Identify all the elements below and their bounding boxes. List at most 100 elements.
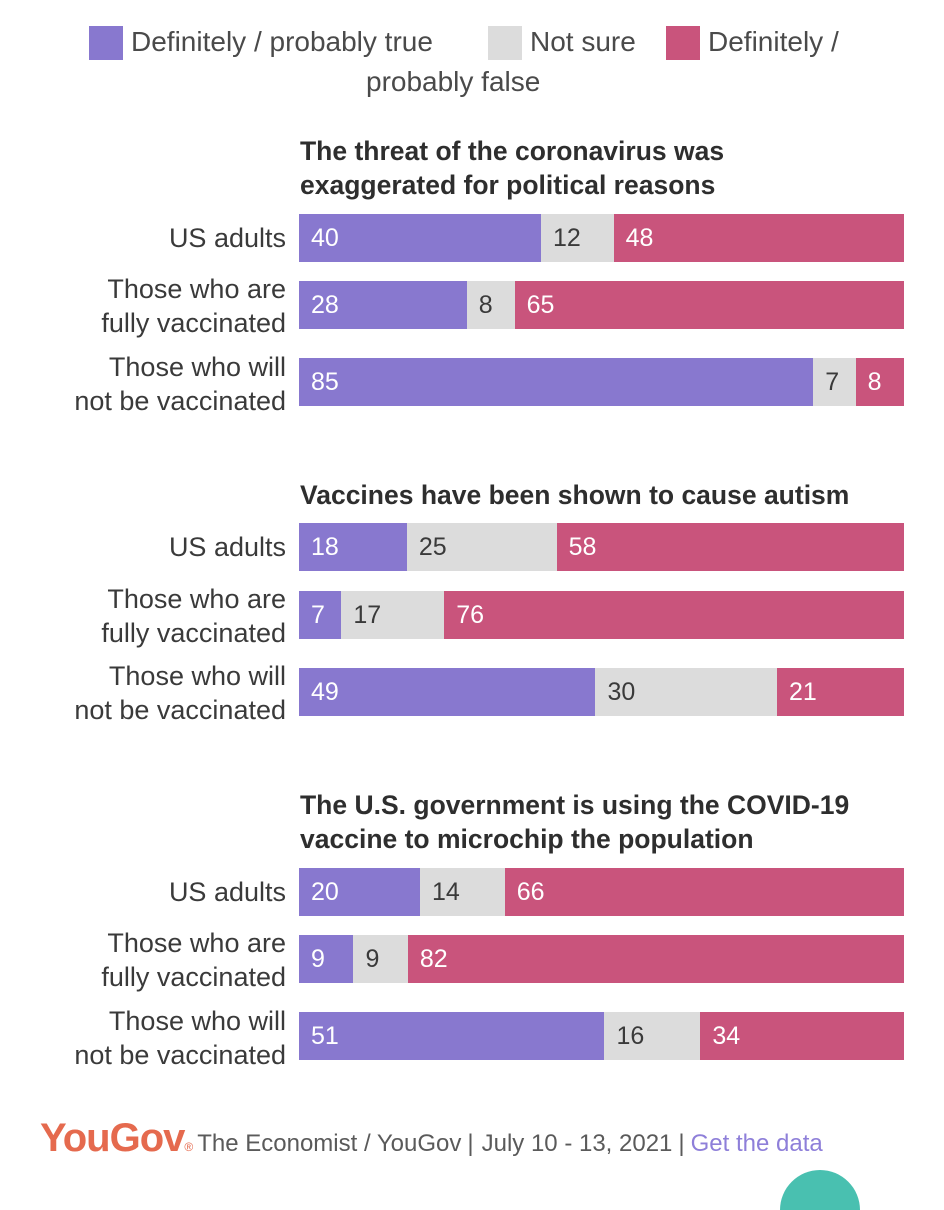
segment-false	[514, 281, 904, 329]
stacked-bar: 20 14 66	[299, 868, 904, 916]
footer-separator: |	[467, 1130, 474, 1157]
value-label-false: 8	[867, 368, 882, 396]
row-label-line2: not be vaccinated	[74, 695, 286, 725]
row-label-line1: US adults	[168, 223, 286, 253]
segment-false	[444, 591, 904, 639]
row-label-line2: not be vaccinated	[74, 386, 286, 416]
value-label-true: 20	[311, 878, 339, 906]
row-label-line1: US adults	[168, 877, 286, 907]
row-label-line1: Those who are	[107, 928, 286, 958]
decorative-shape	[780, 1170, 860, 1210]
chart-title: The threat of the coronavirus was exagge…	[300, 134, 920, 202]
footer-separator: |	[678, 1130, 685, 1157]
stacked-bar: 7 17 76	[299, 591, 904, 639]
source-text: The Economist / YouGov	[197, 1130, 462, 1157]
segment-false	[776, 668, 904, 716]
segment-false	[407, 935, 904, 983]
legend-label-not-sure: Not sure	[530, 26, 636, 57]
segment-not-sure	[353, 935, 408, 983]
stacked-bar: 18 25 58	[299, 523, 904, 571]
row-label-line1: US adults	[168, 532, 286, 562]
segment-true	[299, 668, 596, 716]
row-label: US adults	[6, 221, 286, 255]
segment-true	[299, 1012, 605, 1060]
value-label-true: 85	[311, 368, 339, 396]
row-label: Those who are fully vaccinated	[6, 582, 286, 650]
row-label: Those who will not be vaccinated	[6, 1004, 286, 1072]
segment-not-sure	[341, 591, 445, 639]
value-label-true: 7	[311, 601, 325, 629]
stacked-bar: 51 16 34	[299, 1012, 904, 1060]
value-label-not-sure: 17	[353, 601, 382, 629]
value-label-true: 28	[311, 291, 339, 319]
chart-title-line1: The threat of the coronavirus was	[300, 136, 725, 166]
segment-not-sure	[595, 668, 777, 716]
chart-title-line2: exaggerated for political reasons	[300, 170, 716, 200]
stacked-bar: 28 8 65	[299, 281, 904, 329]
value-label-not-sure: 9	[365, 945, 380, 973]
segment-false	[504, 868, 904, 916]
row-label-line1: Those who are	[107, 584, 286, 614]
value-label-false: 66	[516, 878, 545, 906]
chart-title-line1: The U.S. government is using the COVID-1…	[300, 790, 850, 820]
row-label: Those who will not be vaccinated	[6, 350, 286, 418]
value-label-false: 76	[456, 601, 484, 629]
value-label-not-sure: 8	[478, 291, 493, 319]
date-range: July 10 - 13, 2021	[481, 1130, 673, 1157]
segment-false	[855, 358, 904, 406]
row-label-line2: fully vaccinated	[101, 962, 286, 992]
segment-not-sure	[541, 214, 614, 262]
legend-label-false-line2: probably false	[366, 66, 541, 97]
chart-legend: Definitely / probably true Not sure Defi…	[0, 0, 944, 110]
value-label-true: 9	[311, 945, 325, 973]
legend-item-true: Definitely / probably true	[89, 25, 433, 63]
value-label-false: 34	[712, 1022, 741, 1050]
segment-not-sure	[466, 281, 515, 329]
row-label-line1: Those who will	[108, 352, 286, 382]
yougov-logo: YouGov	[40, 1116, 185, 1160]
value-label-true: 18	[311, 533, 339, 561]
chart-title: Vaccines have been shown to cause autism	[300, 478, 920, 512]
legend-swatch-false	[666, 26, 700, 60]
segment-true	[299, 281, 467, 329]
segment-true	[299, 523, 407, 571]
segment-true	[299, 935, 354, 983]
value-label-false: 58	[568, 533, 597, 561]
value-label-not-sure: 7	[825, 368, 840, 396]
value-label-true: 51	[311, 1022, 339, 1050]
value-label-not-sure: 16	[616, 1022, 645, 1050]
value-label-true: 40	[311, 224, 339, 252]
get-the-data-link[interactable]: Get the data	[690, 1130, 823, 1157]
row-label-line2: fully vaccinated	[101, 618, 286, 648]
row-label: Those who will not be vaccinated	[6, 659, 286, 727]
value-label-false: 48	[625, 224, 654, 252]
segment-true	[299, 358, 814, 406]
chart-title-line2: vaccine to microchip the population	[300, 824, 754, 854]
row-label: Those who are fully vaccinated	[6, 272, 286, 340]
row-label-line1: Those who are	[107, 274, 286, 304]
segment-true	[299, 591, 342, 639]
segment-false	[556, 523, 904, 571]
row-label: US adults	[6, 530, 286, 564]
row-label: US adults	[6, 875, 286, 909]
segment-not-sure	[420, 868, 505, 916]
row-label: Those who are fully vaccinated	[6, 926, 286, 994]
value-label-not-sure: 12	[553, 224, 581, 252]
legend-item-false: Definitely /	[666, 25, 839, 63]
value-label-false: 82	[419, 945, 448, 973]
value-label-not-sure: 30	[607, 678, 636, 706]
stacked-bar: 49 30 21	[299, 668, 904, 716]
legend-swatch-true	[89, 26, 123, 60]
registered-mark: ®	[184, 1140, 194, 1154]
segment-true	[299, 214, 541, 262]
row-label-line1: Those who will	[108, 661, 286, 691]
segment-true	[299, 868, 420, 916]
stacked-bar: 85 7 8	[299, 358, 904, 406]
footer: YouGov ® The Economist / YouGov | July 1…	[40, 1116, 823, 1161]
value-label-not-sure: 14	[432, 878, 460, 906]
segment-not-sure	[813, 358, 856, 406]
legend-item-not-sure: Not sure	[488, 25, 636, 63]
chart-title-line1: Vaccines have been shown to cause autism	[300, 480, 850, 510]
segment-false	[613, 214, 904, 262]
value-label-false: 65	[526, 291, 555, 319]
